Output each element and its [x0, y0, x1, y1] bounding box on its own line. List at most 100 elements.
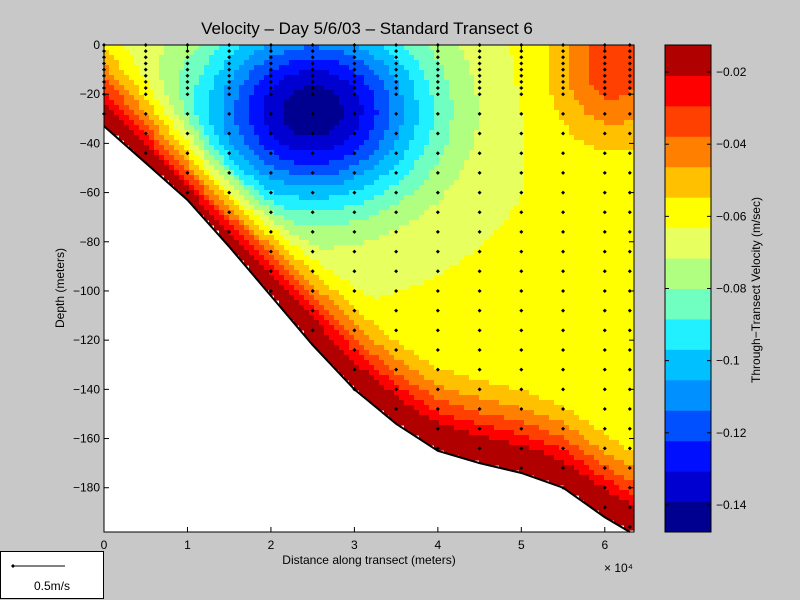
contour-cell	[449, 260, 455, 266]
contour-cell	[364, 85, 370, 91]
contour-cell	[459, 225, 465, 231]
contour-cell	[264, 160, 270, 166]
contour-cell	[224, 180, 230, 186]
contour-cell	[174, 135, 180, 141]
contour-cell	[354, 60, 360, 66]
contour-cell	[624, 220, 630, 226]
contour-cell	[234, 205, 240, 211]
contour-cell	[279, 120, 285, 126]
contour-cell	[279, 145, 285, 151]
contour-cell	[314, 175, 320, 181]
contour-cell	[514, 235, 520, 241]
contour-cell	[414, 85, 420, 91]
contour-cell	[444, 75, 450, 81]
contour-cell	[274, 125, 280, 131]
contour-cell	[584, 140, 590, 146]
contour-cell	[439, 215, 445, 221]
contour-cell	[239, 235, 245, 241]
contour-cell	[369, 100, 375, 106]
contour-cell	[529, 90, 535, 96]
contour-cell	[189, 45, 195, 51]
contour-cell	[579, 145, 585, 151]
contour-cell	[579, 85, 585, 91]
contour-cell	[299, 75, 305, 81]
contour-cell	[364, 115, 370, 121]
contour-cell	[384, 215, 390, 221]
contour-cell	[159, 60, 165, 66]
contour-cell	[219, 90, 225, 96]
contour-cell	[344, 85, 350, 91]
contour-cell	[314, 60, 320, 66]
contour-cell	[474, 95, 480, 101]
contour-cell	[389, 120, 395, 126]
contour-cell	[304, 235, 310, 241]
contour-cell	[569, 260, 575, 266]
contour-cell	[274, 85, 280, 91]
contour-cell	[124, 130, 130, 136]
contour-cell	[449, 55, 455, 61]
contour-cell	[499, 250, 505, 256]
contour-cell	[204, 60, 210, 66]
contour-cell	[444, 265, 450, 271]
contour-cell	[224, 175, 230, 181]
contour-cell	[439, 290, 445, 296]
contour-cell	[334, 130, 340, 136]
contour-cell	[464, 70, 470, 76]
contour-cell	[559, 130, 565, 136]
contour-cell	[364, 150, 370, 156]
contour-cell	[384, 205, 390, 211]
contour-cell	[499, 150, 505, 156]
contour-cell	[254, 185, 260, 191]
contour-cell	[374, 175, 380, 181]
contour-cell	[369, 135, 375, 141]
contour-cell	[474, 310, 480, 316]
contour-cell	[434, 45, 440, 51]
contour-cell	[389, 255, 395, 261]
contour-cell	[554, 245, 560, 251]
contour-cell	[609, 160, 615, 166]
contour-cell	[394, 165, 400, 171]
contour-cell	[474, 285, 480, 291]
contour-cell	[174, 95, 180, 101]
contour-cell	[374, 65, 380, 71]
contour-cell	[244, 230, 250, 236]
contour-cell	[464, 190, 470, 196]
contour-cell	[399, 295, 405, 301]
contour-cell	[504, 100, 510, 106]
contour-cell	[574, 135, 580, 141]
contour-cell	[269, 120, 275, 126]
contour-cell	[294, 190, 300, 196]
contour-cell	[144, 105, 150, 111]
contour-cell	[289, 235, 295, 241]
contour-cell	[219, 80, 225, 86]
contour-cell	[569, 55, 575, 61]
contour-cell	[609, 295, 615, 301]
contour-cell	[369, 90, 375, 96]
contour-cell	[314, 90, 320, 96]
contour-cell	[329, 290, 335, 296]
contour-cell	[549, 200, 555, 206]
contour-cell	[364, 250, 370, 256]
contour-cell	[474, 170, 480, 176]
contour-cell	[354, 240, 360, 246]
contour-cell	[429, 115, 435, 121]
contour-cell	[539, 125, 545, 131]
contour-cell	[224, 145, 230, 151]
contour-cell	[534, 225, 540, 231]
contour-cell	[124, 45, 130, 51]
contour-cell	[544, 165, 550, 171]
contour-cell	[289, 250, 295, 256]
contour-cell	[324, 135, 330, 141]
contour-cell	[304, 280, 310, 286]
contour-cell	[179, 155, 185, 161]
contour-cell	[309, 155, 315, 161]
contour-cell	[469, 255, 475, 261]
contour-cell	[299, 55, 305, 61]
contour-cell	[364, 130, 370, 136]
contour-cell	[259, 50, 265, 56]
contour-cell	[534, 85, 540, 91]
contour-cell	[504, 245, 510, 251]
contour-cell	[524, 125, 530, 131]
contour-cell	[599, 110, 605, 116]
contour-cell	[539, 295, 545, 301]
